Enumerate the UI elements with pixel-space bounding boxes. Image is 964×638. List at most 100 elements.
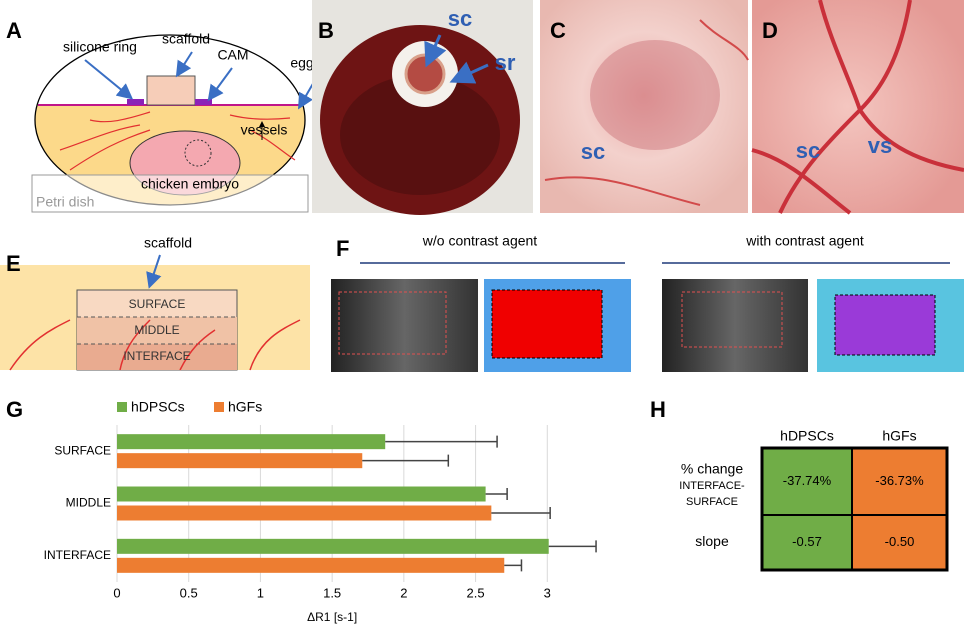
legend-label: hGFs — [228, 399, 262, 415]
panel-letter: F — [336, 236, 349, 261]
panel-a: A silicone ring scaffold CAM egg vessels… — [6, 18, 319, 213]
label: vessels — [241, 122, 288, 138]
bar — [117, 538, 549, 554]
column-header: hDPSCs — [780, 428, 834, 444]
error-bar — [491, 507, 551, 519]
silicone-ring — [195, 99, 212, 105]
panel-letter: C — [550, 18, 566, 43]
arrow — [146, 254, 162, 289]
x-tick-label: 3 — [544, 585, 551, 600]
x-tick-label: 2 — [400, 585, 407, 600]
table-border — [760, 446, 949, 572]
x-tick-label: 0 — [113, 585, 120, 600]
layer-label: INTERFACE — [123, 349, 190, 363]
layer-label: SURFACE — [129, 297, 186, 311]
bar — [117, 486, 486, 502]
label: egg — [290, 55, 313, 71]
vessels — [544, 19, 749, 206]
panel-e: E scaffold SURFACE MIDDLE INTERFACE — [0, 235, 310, 371]
x-tick-label: 1 — [257, 585, 264, 600]
bar — [117, 557, 505, 573]
row-label: % change — [681, 461, 743, 477]
panel-letter: D — [762, 18, 778, 43]
panel-h: H hDPSCs hGFs -37.74% -36.73% % change INTERF… — [650, 397, 949, 572]
layer-label: MIDDLE — [134, 323, 179, 337]
y-tick-label: INTERFACE — [44, 548, 111, 562]
label: chicken embryo — [141, 176, 239, 192]
vessels — [59, 111, 296, 171]
label: silicone ring — [63, 39, 137, 55]
error-bar — [385, 435, 498, 448]
arrow — [175, 51, 193, 78]
cell-text: -0.50 — [885, 534, 915, 549]
y-tick-label: MIDDLE — [66, 496, 111, 510]
scaffold — [404, 53, 446, 95]
label: w/o contrast agent — [422, 233, 538, 249]
panel-c: C sc — [540, 0, 749, 213]
vessels — [9, 319, 301, 371]
legend-swatch — [214, 402, 224, 412]
egg-photo — [340, 75, 500, 195]
legend-swatch — [117, 402, 127, 412]
panel-d: D sc vs — [751, 0, 964, 215]
legend-label: hDPSCs — [131, 399, 185, 415]
cell — [761, 447, 853, 516]
y-tick-label: SURFACE — [54, 443, 111, 457]
error-bar — [504, 559, 523, 572]
mri-image — [331, 279, 478, 372]
roi — [491, 289, 603, 359]
panel-letter: H — [650, 397, 666, 422]
arrow — [424, 34, 447, 68]
scaffold — [146, 75, 196, 106]
label: sc — [581, 139, 605, 164]
panel-g: G 0 0.5 1 1.5 2 2.5 3 ΔR1 [s-1] SURFACE MIDDLE INT… — [6, 397, 597, 624]
photo-detail — [590, 40, 720, 150]
label: scaffold — [144, 235, 192, 251]
error-bar — [485, 488, 508, 500]
label: scaffold — [162, 31, 210, 47]
panel-letter: B — [318, 18, 334, 43]
cell-text: -0.57 — [792, 534, 822, 549]
x-axis-title: ΔR1 [s-1] — [307, 610, 357, 624]
embryo-eye — [184, 139, 212, 167]
layer — [77, 344, 237, 370]
x-tick-label: 1.5 — [323, 585, 341, 600]
label: sr — [495, 50, 516, 75]
label: sc — [448, 6, 472, 31]
petri-dish — [31, 174, 309, 213]
panel-b: B sc sr — [312, 0, 533, 215]
column-header: hGFs — [882, 428, 916, 444]
x-tick-label: 2.5 — [467, 585, 485, 600]
cell — [851, 447, 948, 516]
panel-letter: E — [6, 251, 21, 276]
row-label: SURFACE — [686, 496, 738, 508]
panel-f: F w/o contrast agent with contrast agent — [331, 233, 964, 372]
mri-image — [662, 279, 808, 372]
label: CAM — [217, 47, 248, 63]
arrow — [449, 61, 489, 84]
arrow — [207, 67, 233, 102]
map-region — [835, 295, 935, 355]
roi — [681, 291, 783, 348]
row-label: slope — [695, 533, 729, 549]
error-bar — [548, 540, 597, 553]
layer — [77, 317, 237, 344]
panel-letter: G — [6, 397, 23, 422]
cell-text: -37.74% — [783, 473, 832, 488]
x-tick-label: 0.5 — [180, 585, 198, 600]
silicone-ring — [127, 99, 144, 105]
bar — [117, 505, 492, 521]
label: sc — [796, 138, 820, 163]
panel-letter: A — [6, 18, 22, 43]
label: vs — [868, 133, 892, 158]
row-label: INTERFACE- — [679, 480, 745, 492]
arrow — [84, 59, 134, 100]
roi — [338, 291, 447, 355]
label: with contrast agent — [745, 233, 864, 249]
bar — [117, 453, 363, 469]
bar — [117, 434, 386, 450]
label: Petri dish — [36, 194, 94, 210]
map-region — [492, 290, 602, 358]
vessels — [751, 0, 964, 215]
